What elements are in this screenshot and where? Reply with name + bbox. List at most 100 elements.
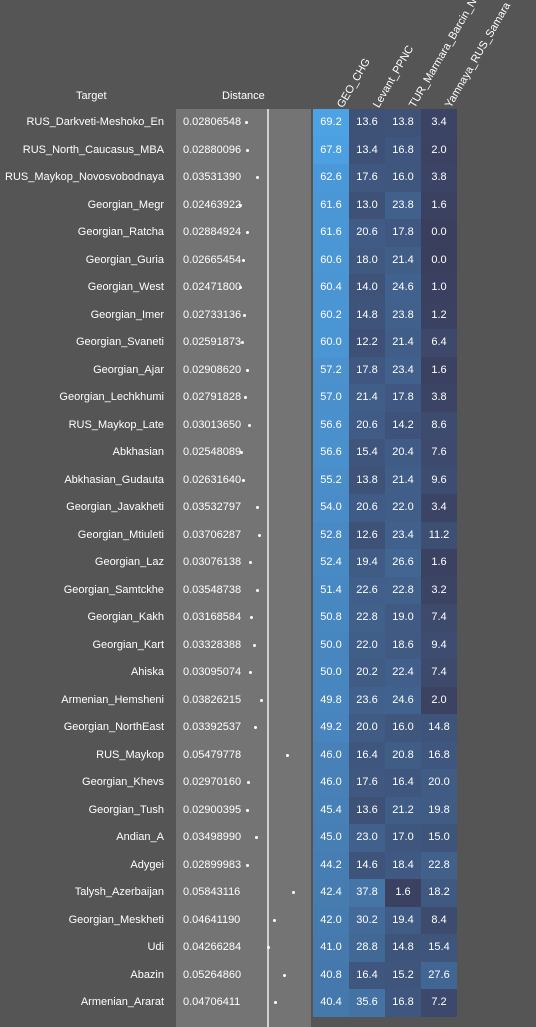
component-cell: 2.0 xyxy=(421,136,457,164)
distance-value: 0.03328388 xyxy=(183,638,242,651)
component-cell: 20.6 xyxy=(349,494,385,522)
distance-marker xyxy=(247,423,251,427)
component-cell: 42.4 xyxy=(313,879,349,907)
component-cell: 22.0 xyxy=(349,631,385,659)
component-cell: 27.6 xyxy=(421,961,457,989)
distance-value: 0.04266284 xyxy=(183,941,242,953)
distance-value: 0.02908620 xyxy=(183,363,242,376)
component-cell: 14.8 xyxy=(421,714,457,742)
component-cell: 6.4 xyxy=(421,329,457,357)
component-cell: 1.2 xyxy=(421,301,457,329)
distance-value: 0.03392537 xyxy=(183,721,242,733)
distance-marker xyxy=(255,836,259,839)
distance-marker xyxy=(258,533,262,537)
table-row: Abkhasian_Gudauta 0.02631640 55.2 13.8 21.4 9… xyxy=(0,466,536,494)
table-row: Georgian_NorthEast 0.03392537 49.2 20.0 16.0… xyxy=(0,714,536,742)
target-label: Georgian_Khevs xyxy=(82,776,164,788)
distance-marker xyxy=(245,863,249,867)
table-row: Georgian_Ajar 0.02908620 57.2 17.8 23.4 1.6 xyxy=(0,356,536,384)
component-cell: 50.8 xyxy=(313,604,349,632)
component-cell: 15.2 xyxy=(385,961,421,989)
distance-value: 0.03168584 xyxy=(183,611,242,623)
component-cell: 42.0 xyxy=(313,906,349,934)
target-header: Target xyxy=(76,90,107,102)
component-cell: 40.8 xyxy=(313,961,349,989)
target-label: Georgian_Ratcha xyxy=(77,226,164,238)
component-cell: 22.4 xyxy=(385,659,421,687)
component-cell: 19.8 xyxy=(421,796,457,824)
distance-marker xyxy=(245,148,249,152)
component-cell: 13.8 xyxy=(385,109,421,137)
target-label: Armenian_Ararat xyxy=(80,996,164,1008)
component-cell: 3.4 xyxy=(421,494,457,522)
target-label: Abazin xyxy=(130,968,164,981)
component-cell: 52.8 xyxy=(313,521,349,549)
component-cell: 60.2 xyxy=(313,301,349,329)
component-cell: 15.4 xyxy=(349,439,385,467)
component-cell: 0.0 xyxy=(421,246,457,274)
target-label: Udi xyxy=(147,941,164,953)
component-cell: 12.6 xyxy=(349,521,385,549)
table-row: Georgian_Lechkhumi 0.02791828 57.0 21.4 17.8… xyxy=(0,384,536,412)
distance-value: 0.03498990 xyxy=(183,831,242,843)
distance-value: 0.02591873 xyxy=(183,336,242,348)
component-cell: 16.8 xyxy=(385,136,421,164)
distance-value: 0.02791828 xyxy=(183,391,242,403)
component-cell: 8.6 xyxy=(421,411,457,439)
distance-value: 0.02665454 xyxy=(183,253,242,266)
table-row: Georgian_Meskheti 0.04641190 42.0 30.2 19.4 8… xyxy=(0,906,536,934)
component-cell: 13.6 xyxy=(349,796,385,824)
component-cell: 16.8 xyxy=(385,989,421,1017)
table-row: RUS_Maykop_Late 0.03013650 56.6 20.6 14.2 8.6 xyxy=(0,411,536,439)
component-cell: 26.6 xyxy=(385,549,421,577)
component-cell: 8.4 xyxy=(421,906,457,934)
component-cell: 60.0 xyxy=(313,329,349,357)
distance-value: 0.03531390 xyxy=(183,171,242,183)
component-cell: 56.6 xyxy=(313,411,349,439)
component-cell: 9.4 xyxy=(421,631,457,659)
distance-marker xyxy=(239,203,243,207)
component-cell: 60.4 xyxy=(313,274,349,302)
component-cell: 24.6 xyxy=(385,686,421,714)
table-row: Talysh_Azerbaijan 0.05843116 42.4 37.8 1.6 18… xyxy=(0,879,536,907)
distance-marker xyxy=(273,1001,277,1004)
component-cell: 44.2 xyxy=(313,851,349,879)
component-cell: 45.4 xyxy=(313,796,349,824)
distance-marker xyxy=(282,973,286,977)
table-row: Armenian_Hemsheni 0.03826215 49.8 23.6 24.6 2… xyxy=(0,686,536,714)
distance-marker xyxy=(242,258,246,262)
distance-reference-line xyxy=(267,109,269,1027)
target-label: Georgian_Ajar xyxy=(93,363,164,376)
distance-marker xyxy=(250,616,254,619)
component-cell: 17.8 xyxy=(349,356,385,384)
component-cell: 14.2 xyxy=(385,411,421,439)
table-row: Georgian_Samtckhe 0.03548738 51.4 22.6 22.8 3… xyxy=(0,576,536,604)
component-cell: 19.4 xyxy=(349,549,385,577)
component-cell: 7.2 xyxy=(421,989,457,1017)
component-cell: 7.4 xyxy=(421,659,457,687)
distance-value: 0.02548089 xyxy=(183,446,242,458)
table-row: Andian_A 0.03498990 45.0 23.0 17.0 15.0 xyxy=(0,824,536,852)
component-cell: 46.0 xyxy=(313,769,349,797)
component-cell: 14.0 xyxy=(349,274,385,302)
target-label: Georgian_NorthEast xyxy=(63,721,164,733)
target-label: Ahiska xyxy=(130,666,164,678)
component-cell: 18.2 xyxy=(421,879,457,907)
target-label: Georgian_Tush xyxy=(88,803,164,816)
distance-value: 0.05843116 xyxy=(183,886,241,898)
table-row: Abazin 0.05264860 40.8 16.4 15.2 27.6 xyxy=(0,961,536,989)
distance-marker xyxy=(244,396,248,399)
target-label: RUS_Maykop xyxy=(96,748,164,761)
component-cell: 15.4 xyxy=(421,934,457,962)
distance-marker xyxy=(252,643,256,647)
component-cell: 16.4 xyxy=(385,769,421,797)
target-label: Armenian_Hemsheni xyxy=(61,693,164,706)
distance-marker xyxy=(285,753,289,757)
distance-marker xyxy=(272,918,276,922)
component-cell: 19.0 xyxy=(385,604,421,632)
distance-marker xyxy=(245,231,249,234)
component-cell: 16.8 xyxy=(421,741,457,769)
component-cell: 3.8 xyxy=(421,164,457,192)
component-cell: 49.8 xyxy=(313,686,349,714)
target-label: Andian_A xyxy=(116,831,164,843)
